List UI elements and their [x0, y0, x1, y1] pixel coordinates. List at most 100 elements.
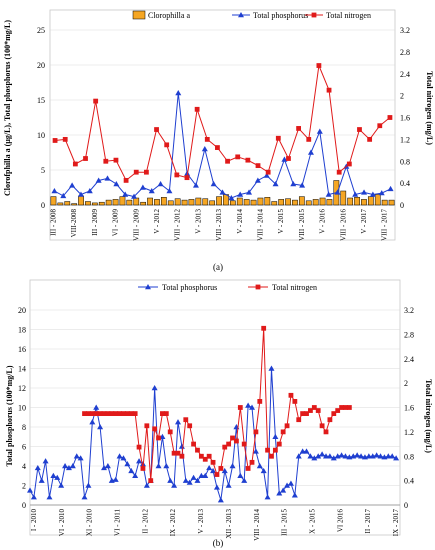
chart-a-point-nitrogen	[184, 175, 190, 181]
chart-b-point-nitrogen	[187, 423, 193, 429]
chart-b-point-nitrogen	[261, 325, 267, 331]
chart-b-point-phosphorus	[291, 492, 298, 498]
chart-a-bar	[91, 202, 98, 206]
chart-b-point-nitrogen	[167, 429, 173, 435]
chart-b-y-tick-label: 2	[22, 482, 26, 491]
chart-b-point-nitrogen	[280, 429, 286, 435]
chart-b-point-phosphorus	[38, 477, 45, 483]
chart-b-x-tick-label: II - 2017	[364, 509, 372, 534]
chart-a-x-tick-label: V - 2013	[194, 209, 202, 234]
chart-a-x-tick-label: V - 2012	[153, 209, 161, 234]
chart-b-point-nitrogen	[269, 453, 274, 459]
chart-b-point-nitrogen	[113, 411, 119, 416]
chart-b-point-phosphorus	[175, 419, 181, 425]
chart-a-point-nitrogen	[346, 161, 352, 167]
chart-b-point-nitrogen	[210, 459, 216, 465]
chart-a-point-phosphorus	[157, 181, 164, 187]
chart-b-point-nitrogen	[89, 411, 95, 416]
chart-a-bar	[147, 197, 153, 206]
chart-a-bar	[354, 197, 360, 206]
chart-a-point-nitrogen	[62, 136, 68, 142]
chart-b-x-tick-label: IX - 2017	[392, 509, 400, 537]
chart-a-bar	[195, 197, 202, 206]
chart-a-bar	[374, 194, 381, 206]
chart-b-y-tick-label: 8	[22, 423, 26, 432]
chart-b-x-tick-label: II - 2012	[141, 509, 149, 534]
chart-b-point-phosphorus	[42, 458, 49, 464]
chart-a-point-nitrogen	[215, 145, 220, 150]
chart-a-bar	[298, 196, 305, 206]
chart-b-point-nitrogen	[323, 429, 329, 435]
chart-b-point-phosphorus	[206, 464, 213, 471]
chart-a-x-tick-label: VIII - 2014	[256, 209, 264, 241]
chart-b-point-nitrogen	[276, 441, 282, 447]
chart-b-point-phosphorus	[194, 477, 201, 483]
chart-b-x-tick-label: IX - 2012	[169, 509, 177, 537]
chart-a-point-phosphorus	[299, 182, 306, 188]
chart-b-legend: Total phosphorus Total nitrogen	[138, 283, 317, 292]
chart-a-bar	[57, 202, 64, 206]
chart-b-point-phosphorus	[284, 482, 291, 488]
chart-a-bar	[326, 199, 333, 206]
chart-b-point-nitrogen	[214, 472, 220, 477]
chart-a-y-tick-label: 15	[37, 96, 45, 105]
chart-a-y-tick-label: 10	[37, 131, 45, 140]
chart-a-point-phosphorus	[104, 175, 111, 181]
chart-b-point-nitrogen	[109, 411, 115, 416]
chart-a-bar	[160, 197, 167, 206]
chart-a-bar	[264, 197, 271, 206]
chart-b-point-phosphorus	[252, 448, 259, 454]
chart-a-bar	[181, 199, 188, 206]
chart-a-point-phosphorus	[387, 185, 394, 192]
chart-b-y-tick-label: 0	[22, 501, 26, 510]
chart-a-right-tick-label: 2	[400, 92, 404, 101]
chart-a-bar	[216, 196, 222, 206]
chart-a-point-phosphorus	[175, 90, 182, 96]
chart-a-point-phosphorus	[263, 172, 270, 178]
chart-b-point-phosphorus	[30, 494, 37, 500]
chart-a-x-tick-label: V - 2017	[360, 209, 368, 234]
chart-b-right-tick-label: 2.4	[404, 355, 414, 364]
chart-a-point-phosphorus	[113, 181, 120, 187]
chart-b-point-nitrogen	[300, 411, 306, 416]
chart-a-point-phosphorus	[352, 191, 359, 197]
chart-b-point-phosphorus	[272, 433, 279, 439]
chart-b-point-phosphorus	[190, 474, 197, 480]
chart-b-point-phosphorus	[34, 464, 41, 471]
chart-a-point-nitrogen	[316, 63, 322, 68]
chart-a-point-nitrogen	[93, 98, 99, 104]
chart-b-point-phosphorus	[97, 424, 104, 430]
chart-a-point-phosphorus	[148, 188, 155, 194]
chart-b-right-tick-label: 2.8	[404, 330, 414, 339]
chart-a-point-nitrogen	[154, 127, 159, 132]
chart-b-right-axis-label: Total nitrogen (mg/L)	[424, 379, 433, 453]
chart-a-right-tick-label: 0.8	[400, 157, 410, 166]
chart-b-point-phosphorus	[163, 463, 170, 469]
chart-a-point-nitrogen	[225, 158, 230, 164]
chart-a-y-tick-label: 25	[37, 26, 45, 35]
legend-a-label-chlorophyll: Clorophilla a	[148, 11, 190, 20]
chart-b-point-phosphorus	[299, 448, 306, 454]
chart-b-y-tick-label: 20	[18, 306, 26, 315]
chart-b-x-tick-label: V - 2013	[197, 509, 205, 534]
chart-b-point-nitrogen	[140, 466, 146, 471]
chart-b-point-nitrogen	[198, 453, 204, 459]
chart-b-point-phosphorus	[393, 455, 400, 461]
chart-a-bar	[126, 199, 133, 206]
chart-b-point-phosphorus	[276, 490, 283, 496]
chart-a-point-phosphorus	[272, 181, 279, 187]
chart-b-point-nitrogen	[257, 399, 263, 404]
chart-b-lines	[27, 325, 400, 503]
chart-b-point-phosphorus	[69, 463, 76, 469]
chart-b-y-axis-label: Total phosphorus (100*mg/L)	[5, 365, 14, 466]
chart-b-point-nitrogen	[288, 392, 294, 398]
chart-a-y-tick-label: 20	[37, 61, 45, 70]
chart-a-point-nitrogen	[255, 163, 261, 169]
chart-b-point-phosphorus	[307, 453, 314, 459]
chart-a-bar	[319, 197, 326, 206]
chart-a-bar	[312, 199, 319, 206]
chart-b-point-nitrogen	[152, 426, 158, 432]
chart-b-right-tick-label: 3.2	[404, 306, 414, 315]
chart-b-x-tick-label: XII - 2013	[225, 509, 233, 539]
chart-b-point-phosphorus	[182, 477, 189, 483]
